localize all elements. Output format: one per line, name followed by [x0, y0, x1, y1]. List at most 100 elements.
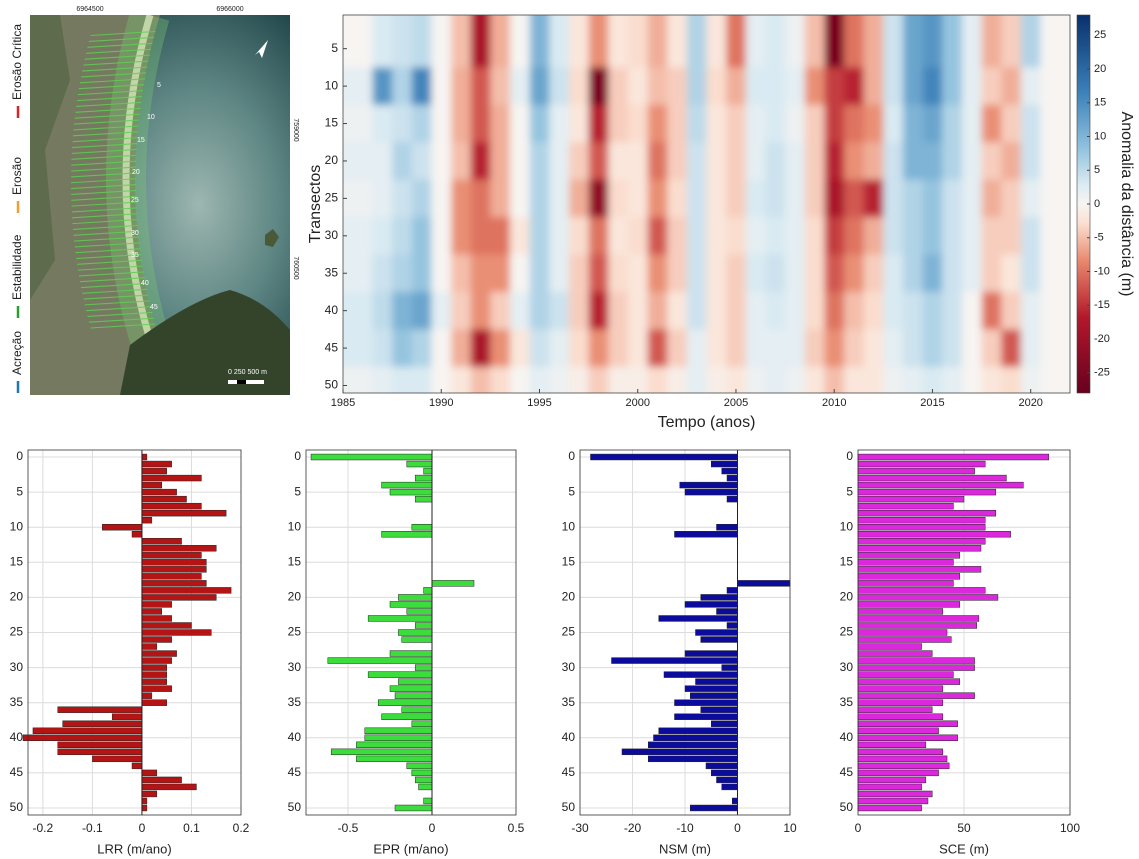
heatmap-cell	[588, 15, 609, 68]
plot-frame	[579, 449, 791, 816]
transect-line	[70, 172, 137, 178]
heatmap-cell	[647, 67, 668, 106]
bar	[141, 629, 212, 636]
transect-line	[81, 282, 147, 289]
y-tick-label: 25	[10, 625, 24, 639]
heatmap-cell	[1020, 217, 1042, 256]
bar	[857, 453, 1050, 461]
bar	[857, 685, 944, 692]
heatmap-cell	[667, 366, 688, 393]
heatmap-cell	[627, 329, 649, 368]
bar	[141, 601, 172, 608]
bar	[590, 453, 738, 461]
bar	[857, 636, 952, 643]
bar	[389, 650, 433, 657]
heatmap-cell	[568, 366, 590, 393]
bar	[381, 531, 433, 538]
heatmap-cell	[863, 254, 884, 293]
heatmap-cell	[490, 329, 511, 368]
bar	[857, 545, 982, 552]
bar	[857, 580, 954, 587]
heatmap-cell	[647, 15, 668, 68]
bar	[330, 748, 433, 756]
heatmap-cell	[883, 15, 904, 68]
y-tick-label: 40	[325, 303, 339, 317]
bar	[857, 524, 986, 531]
transect-line	[72, 143, 138, 149]
heatmap-cell	[686, 67, 707, 106]
heatmap-cell	[431, 329, 452, 368]
transect-label: 35	[131, 252, 139, 259]
bar	[726, 474, 738, 482]
heatmap-cell	[961, 15, 983, 68]
bar	[857, 594, 999, 601]
transect-line	[71, 148, 137, 155]
transect-label: 20	[132, 169, 140, 176]
bar	[131, 762, 143, 770]
heatmap-cell	[510, 329, 531, 368]
heatmap-cell	[863, 291, 884, 330]
heatmap-cell	[588, 104, 609, 143]
transect-line	[71, 154, 137, 160]
bar	[141, 587, 232, 594]
transect-line	[71, 166, 137, 172]
bar	[716, 608, 738, 615]
heatmap-cell	[343, 104, 373, 143]
heatmap-cell	[883, 329, 904, 368]
heatmap-cell	[1020, 67, 1042, 106]
bar	[857, 692, 975, 699]
heatmap-cell	[863, 104, 884, 143]
bar	[57, 748, 143, 756]
heatmap-cell	[1040, 291, 1070, 330]
bar	[141, 538, 182, 545]
transect-line	[77, 265, 144, 271]
heatmap-cell	[392, 15, 413, 68]
heatmap-cell	[942, 254, 963, 293]
heatmap-cell	[529, 104, 550, 143]
heatmap-cell	[490, 217, 511, 256]
heatmap-cell	[922, 67, 943, 106]
bar	[414, 622, 433, 629]
heatmap-cell	[588, 329, 609, 368]
transect-line	[75, 107, 141, 113]
heatmap-cell	[470, 217, 491, 256]
heatmap-cell	[863, 67, 884, 106]
transect-line	[77, 90, 144, 96]
heatmap-cell	[824, 179, 845, 218]
y-tick-label: 35	[840, 695, 854, 709]
bar	[857, 776, 927, 784]
bar	[674, 531, 738, 538]
heatmap-cell	[706, 329, 727, 368]
heatmap-cell	[627, 366, 649, 393]
heatmap-cell	[942, 329, 963, 368]
bar	[141, 467, 167, 475]
heatmap-cell	[647, 366, 668, 393]
heatmap-cell	[510, 142, 531, 181]
heatmap-cell	[490, 142, 511, 181]
y-tick-label: 10	[288, 519, 302, 533]
bar	[141, 657, 172, 664]
heatmap-cell	[647, 254, 668, 293]
transect-line	[73, 125, 139, 131]
transect-label: 40	[141, 280, 149, 287]
y-tick-label: 20	[840, 590, 854, 604]
bar	[700, 636, 738, 643]
heatmap-cell	[549, 329, 570, 368]
transect-line	[72, 224, 139, 230]
bar	[857, 467, 975, 475]
y-tick-label: 50	[562, 800, 576, 814]
bar	[695, 678, 738, 685]
heatmap-cell	[392, 291, 413, 330]
heatmap-cell	[510, 104, 531, 143]
bar	[695, 629, 738, 636]
bar	[141, 776, 182, 784]
bar	[857, 741, 927, 749]
bar	[857, 783, 922, 791]
heatmap-cell	[726, 179, 747, 218]
transect-line	[71, 160, 137, 166]
heatmap-cell	[844, 15, 865, 68]
x-tick-label: 2010	[822, 397, 846, 409]
beach	[122, 15, 154, 342]
bar	[389, 488, 433, 496]
bar	[857, 755, 948, 763]
